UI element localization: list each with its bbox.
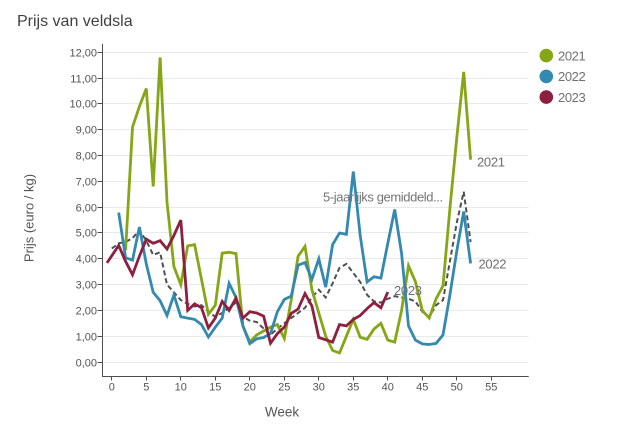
svg-text:0: 0 [109,382,115,394]
svg-text:25: 25 [278,382,290,394]
svg-text:8,00: 8,00 [76,150,97,162]
svg-text:Prijs van veldsla: Prijs van veldsla [17,13,133,30]
svg-text:5: 5 [143,382,149,394]
svg-text:2021: 2021 [477,155,505,170]
svg-text:9,00: 9,00 [76,124,97,136]
svg-text:55: 55 [485,382,497,394]
svg-text:4,00: 4,00 [76,253,97,265]
svg-text:2022: 2022 [479,256,507,271]
svg-text:2023: 2023 [558,90,585,105]
svg-text:7,00: 7,00 [76,176,97,188]
svg-text:0,00: 0,00 [76,357,97,369]
svg-text:2021: 2021 [558,48,585,63]
svg-text:12,00: 12,00 [69,47,97,59]
svg-text:20: 20 [244,382,256,394]
svg-text:2023: 2023 [394,283,422,298]
svg-text:Prijs (euro / kg): Prijs (euro / kg) [22,174,37,262]
svg-text:10,00: 10,00 [69,98,97,110]
svg-text:40: 40 [382,382,394,394]
svg-text:Week: Week [265,405,300,420]
svg-text:6,00: 6,00 [76,202,97,214]
svg-text:1,00: 1,00 [76,331,97,343]
svg-text:2022: 2022 [558,69,585,84]
svg-text:5,00: 5,00 [76,227,97,239]
svg-text:3,00: 3,00 [76,279,97,291]
svg-text:15: 15 [209,382,221,394]
svg-text:35: 35 [347,382,359,394]
svg-text:2,00: 2,00 [76,305,97,317]
svg-text:5-jaarlijks gemiddeld...: 5-jaarlijks gemiddeld... [323,190,443,205]
svg-text:10: 10 [175,382,187,394]
svg-text:11,00: 11,00 [70,73,97,85]
svg-text:30: 30 [313,382,325,394]
svg-text:45: 45 [416,382,428,394]
svg-text:50: 50 [451,382,463,394]
